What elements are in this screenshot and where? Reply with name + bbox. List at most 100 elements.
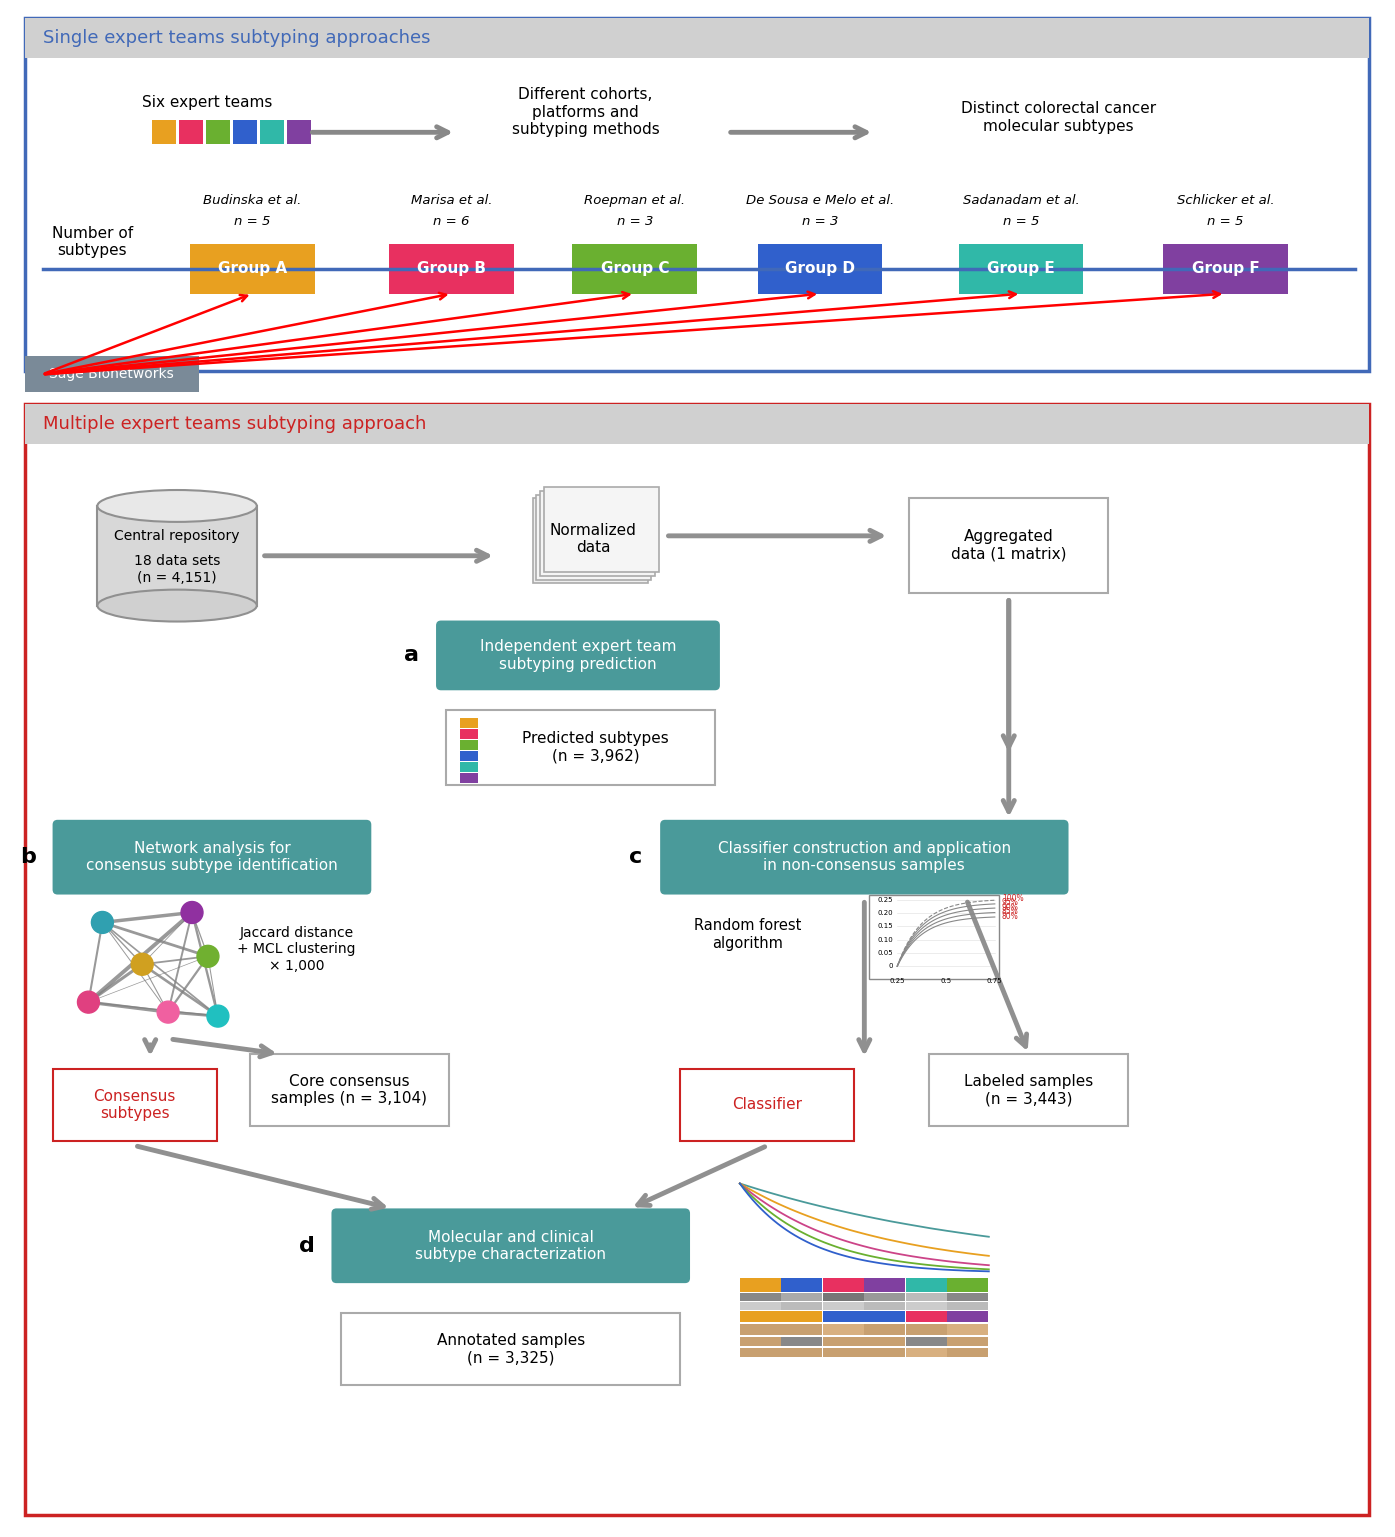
- Bar: [460, 773, 478, 782]
- Text: n = 5: n = 5: [1207, 215, 1243, 229]
- Text: 0.25: 0.25: [890, 978, 905, 984]
- Bar: [865, 1293, 905, 1300]
- Bar: [865, 1279, 905, 1291]
- Text: Consensus
subtypes: Consensus subtypes: [93, 1088, 176, 1120]
- Bar: [342, 1313, 681, 1385]
- Text: 80%: 80%: [1002, 911, 1018, 921]
- Bar: [947, 1279, 988, 1291]
- Text: 0.25: 0.25: [877, 896, 893, 902]
- Bar: [206, 120, 230, 144]
- Bar: [905, 1293, 947, 1300]
- Bar: [460, 762, 478, 772]
- Text: Group E: Group E: [988, 261, 1055, 277]
- Text: Central repository: Central repository: [114, 529, 240, 543]
- Text: 0.10: 0.10: [877, 936, 893, 942]
- Text: (n = 4,151): (n = 4,151): [137, 570, 216, 584]
- Text: n = 5: n = 5: [1003, 215, 1039, 229]
- Text: Roepman et al.: Roepman et al.: [585, 194, 685, 206]
- Text: Different cohorts,
platforms and
subtyping methods: Different cohorts, platforms and subtypi…: [512, 88, 660, 137]
- Text: Labeled samples
(n = 3,443): Labeled samples (n = 3,443): [964, 1074, 1094, 1107]
- Bar: [905, 1311, 947, 1322]
- Bar: [739, 1279, 781, 1291]
- Text: Aggregated
data (1 matrix): Aggregated data (1 matrix): [951, 529, 1067, 561]
- Bar: [460, 729, 478, 739]
- Bar: [781, 1293, 822, 1300]
- FancyBboxPatch shape: [660, 819, 1069, 895]
- Bar: [286, 120, 311, 144]
- Bar: [823, 1279, 864, 1291]
- FancyBboxPatch shape: [332, 1208, 691, 1283]
- Bar: [739, 1323, 781, 1336]
- Text: 0.15: 0.15: [877, 924, 893, 930]
- Bar: [572, 244, 698, 294]
- Text: 100%: 100%: [1002, 895, 1024, 904]
- Text: Distinct colorectal cancer
molecular subtypes: Distinct colorectal cancer molecular sub…: [961, 101, 1156, 134]
- Text: a: a: [403, 646, 418, 666]
- Text: Group F: Group F: [1191, 261, 1260, 277]
- Text: Classifier: Classifier: [732, 1097, 802, 1113]
- Text: Schlicker et al.: Schlicker et al.: [1176, 194, 1274, 206]
- Bar: [823, 1323, 864, 1336]
- Bar: [739, 1348, 781, 1357]
- Bar: [781, 1279, 822, 1291]
- Bar: [947, 1337, 988, 1346]
- Bar: [905, 1323, 947, 1336]
- Text: d: d: [299, 1236, 314, 1256]
- Text: c: c: [629, 847, 642, 867]
- Text: Budinska et al.: Budinska et al.: [204, 194, 301, 206]
- Bar: [781, 1337, 822, 1346]
- Text: n = 3: n = 3: [617, 215, 653, 229]
- Bar: [259, 120, 283, 144]
- Text: Single expert teams subtyping approaches: Single expert teams subtyping approaches: [43, 29, 430, 46]
- Bar: [25, 357, 199, 392]
- Text: n = 3: n = 3: [802, 215, 838, 229]
- Circle shape: [158, 1001, 179, 1024]
- Bar: [781, 1302, 822, 1310]
- Text: b: b: [20, 847, 36, 867]
- Bar: [958, 244, 1084, 294]
- Text: 0.20: 0.20: [877, 910, 893, 916]
- Bar: [25, 404, 1370, 444]
- Bar: [865, 1348, 905, 1357]
- Bar: [905, 1302, 947, 1310]
- Text: n = 5: n = 5: [234, 215, 271, 229]
- Text: Multiple expert teams subtyping approach: Multiple expert teams subtyping approach: [43, 415, 425, 433]
- Bar: [25, 18, 1370, 372]
- Bar: [865, 1323, 905, 1336]
- Bar: [823, 1311, 864, 1322]
- Text: n = 6: n = 6: [434, 215, 470, 229]
- Bar: [869, 895, 999, 979]
- Text: Network analysis for
consensus subtype identification: Network analysis for consensus subtype i…: [86, 841, 338, 873]
- Text: Number of
subtypes: Number of subtypes: [52, 226, 133, 258]
- Bar: [739, 1302, 781, 1310]
- Bar: [25, 18, 1370, 57]
- Bar: [152, 120, 176, 144]
- Circle shape: [78, 991, 99, 1013]
- FancyBboxPatch shape: [53, 819, 371, 895]
- Text: 90%: 90%: [1002, 902, 1018, 911]
- Bar: [905, 1337, 947, 1346]
- Bar: [910, 498, 1109, 593]
- Bar: [947, 1348, 988, 1357]
- Bar: [53, 1068, 216, 1140]
- Bar: [250, 1054, 449, 1125]
- Bar: [947, 1302, 988, 1310]
- Bar: [389, 244, 513, 294]
- Bar: [947, 1311, 988, 1322]
- Bar: [233, 120, 257, 144]
- Text: Jaccard distance
+ MCL clustering
× 1,000: Jaccard distance + MCL clustering × 1,00…: [237, 927, 356, 973]
- Ellipse shape: [98, 590, 257, 621]
- Bar: [781, 1323, 822, 1336]
- Bar: [823, 1337, 864, 1346]
- Circle shape: [181, 902, 204, 924]
- Text: Marisa et al.: Marisa et al.: [410, 194, 492, 206]
- Bar: [681, 1068, 854, 1140]
- Bar: [929, 1054, 1129, 1125]
- Bar: [905, 1279, 947, 1291]
- Bar: [865, 1302, 905, 1310]
- Bar: [544, 487, 658, 572]
- Bar: [947, 1293, 988, 1300]
- Text: Annotated samples
(n = 3,325): Annotated samples (n = 3,325): [437, 1333, 585, 1365]
- Bar: [533, 498, 647, 583]
- Bar: [460, 741, 478, 750]
